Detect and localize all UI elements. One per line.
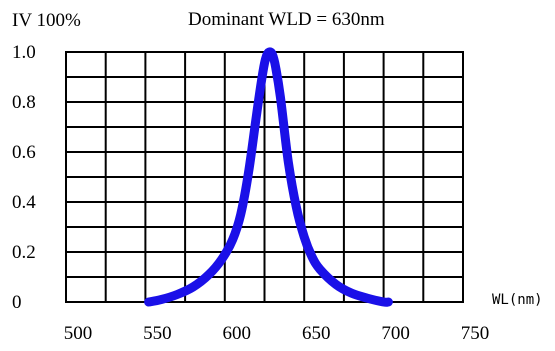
x-tick-label: 600 [223,323,252,344]
y-tick-label: 0.8 [12,92,36,113]
y-tick-label: 1.0 [12,42,36,63]
x-tick-labels: 500 550 600 650 700 750 [64,323,490,344]
series-group [144,47,393,307]
chart-title: Dominant WLD = 630nm [188,9,385,30]
x-tick-label: 500 [64,323,93,344]
y-tick-label: 0.4 [12,192,36,213]
x-tick-label: 650 [302,323,331,344]
y-tick-labels: 0 0.2 0.4 0.6 0.8 1.0 [12,42,36,313]
x-tick-label: 550 [143,323,172,344]
y-tick-label: 0 [12,292,22,313]
x-axis-label: WL(nm) [492,292,543,308]
y-tick-label: 0.6 [12,142,36,163]
y-tick-label: 0.2 [12,242,36,263]
x-tick-label: 700 [381,323,410,344]
y-axis-label: IV 100% [12,10,81,31]
spectrum-line [144,47,393,307]
x-tick-label: 750 [461,323,490,344]
